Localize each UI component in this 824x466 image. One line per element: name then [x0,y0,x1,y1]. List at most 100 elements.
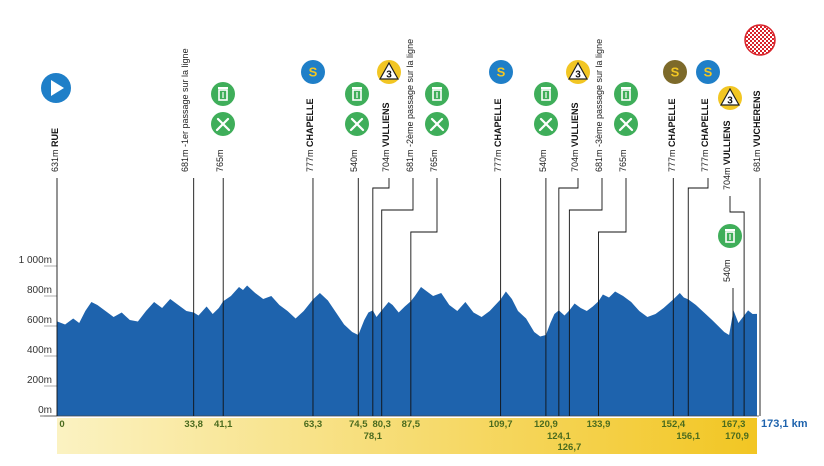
place-name-label: CHAPELLE [305,98,315,149]
altitude-label: 777m [493,149,503,172]
bin-body [352,89,362,101]
label-passage1: 681m -1er passage sur la ligne [180,48,190,172]
label-passage3: 681m -3ème passage sur la ligne [594,39,604,172]
food-icon [534,112,558,136]
km-label: 156,1 [676,431,700,442]
connector-1709 [729,196,745,416]
connector-87 [410,178,438,416]
label-chapelle1-text: 777m CHAPELLE [305,98,315,172]
label-rue-text: 631m RUE [50,128,60,172]
km-label: 87,5 [402,419,421,430]
marker-lines [56,178,761,416]
place-name-label: -2ème passage sur la ligne [405,39,415,150]
sprint-icon-bg [696,60,720,84]
label-chapelle1: 777m CHAPELLE [305,98,315,172]
bin-body [725,231,735,243]
knife [619,117,634,132]
food-icon [425,112,449,136]
label-passage2: 681m -2ème passage sur la ligne [405,39,415,172]
km-label: 167,3 [722,419,746,430]
label-133-text: 765m [618,149,628,172]
place-name-label: VULLIENS [570,102,580,149]
y-tick-label: 200m [27,375,52,386]
bin-icon [614,82,638,106]
climb-label: 3 [386,70,392,81]
altitude-label: 765m [215,149,225,172]
bin-body [218,89,228,101]
bin-lid [432,87,442,89]
bin-lid [621,87,631,89]
label-chapelle2: 777m CHAPELLE [493,98,503,172]
start-icon [41,73,71,103]
connector-133 [598,178,627,416]
total-distance-label: 173,1 km [761,418,808,430]
label-vulliens1: 704m VULLIENS [381,102,391,172]
bin-lid [541,87,551,89]
label-vucherens: 681m VUCHERENS [752,90,762,172]
label-540-low-text: 540m [722,259,732,282]
place-name-label: VULLIENS [381,102,391,149]
altitude-label: 540m [538,149,548,172]
altitude-label: 540m [722,259,732,282]
bin-lid [352,87,362,89]
km-label: 120,9 [534,419,558,430]
km-label: 0 [59,419,64,430]
label-vucherens-text: 681m VUCHERENS [752,90,762,172]
place-name-label: CHAPELLE [700,98,710,149]
sprint-icon-label: S [497,65,506,80]
place-name-label: VULLIENS [722,120,732,167]
altitude-label: 777m [305,149,315,172]
label-87b-text: 765m [429,149,439,172]
sprint-icon-label: S [704,65,713,80]
finish-flag-icon [744,24,776,56]
food-icon [345,112,369,136]
bin-lid [218,87,228,89]
label-120: 540m [538,149,548,172]
climb-cat3-icon: 3 [566,60,590,84]
sprint-icon-label: S [671,65,680,80]
label-chapelle3-text: 777m CHAPELLE [667,98,677,172]
bin-body [541,89,551,101]
altitude-label: 631m [50,149,60,172]
distance-band: 173,1 km [40,415,808,454]
km-label: 78,1 [364,431,383,442]
place-name-label: -3ème passage sur la ligne [594,39,604,150]
bin-icon [534,82,558,106]
altitude-label: 777m [667,149,677,172]
elevation-area [57,285,757,416]
label-87b: 765m [429,149,439,172]
label-vulliens1-text: 704m VULLIENS [381,102,391,172]
label-passage2-text: 681m -2ème passage sur la ligne [405,39,415,172]
label-passage3-text: 681m -3ème passage sur la ligne [594,39,604,172]
altitude-label: 704m [570,149,580,172]
sprint-icon: S [301,60,325,84]
finish-bg [745,25,775,55]
y-tick-label: 0m [38,405,52,416]
climb-triangle [719,87,741,106]
altitude-label: 540m [349,149,359,172]
knife [539,117,554,132]
knife [430,117,445,132]
start-arrow [51,80,64,96]
km-label: 74,5 [349,419,368,430]
place-name-label: CHAPELLE [493,98,503,149]
sprint-icon: S [489,60,513,84]
altitude-label: 777m [700,149,710,172]
sprint-icon-bg [489,60,513,84]
climb-triangle [567,61,589,80]
climb-cat3-icon: 3 [718,86,742,110]
label-chapelle2-text: 777m CHAPELLE [493,98,503,172]
label-41: 765m [215,149,225,172]
bin-icon [345,82,369,106]
bin-lid [725,229,735,231]
km-label: 33,8 [184,419,203,430]
km-label: 133,9 [587,419,611,430]
y-tick-label: 400m [27,345,52,356]
knife [350,117,365,132]
km-label: 80,3 [372,419,391,430]
y-tick-label: 800m [27,285,52,296]
connector-80 [381,178,414,416]
km-label: 109,7 [489,419,513,430]
climb-triangle [378,61,400,80]
